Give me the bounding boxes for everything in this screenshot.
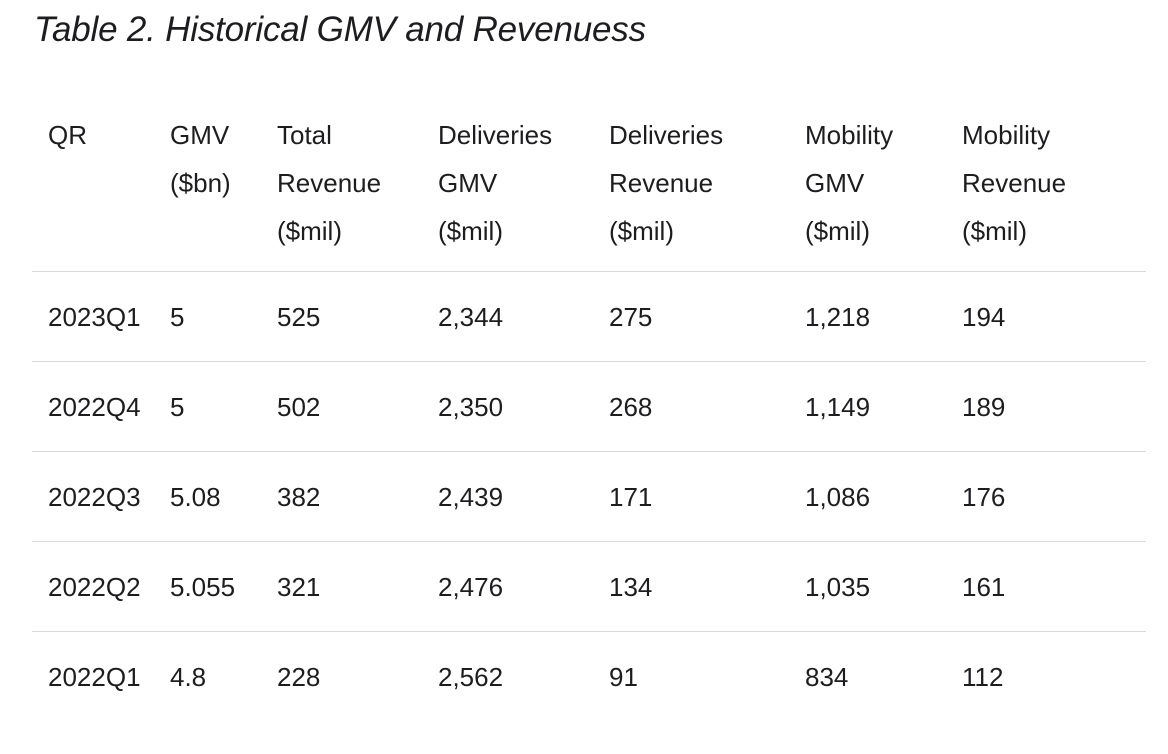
cell-qr: 2023Q1 bbox=[32, 271, 170, 362]
cell-total-revenue: 502 bbox=[277, 361, 438, 452]
cell-total-revenue: 382 bbox=[277, 451, 438, 542]
cell-mobility-gmv: 1,086 bbox=[805, 451, 962, 542]
header-line: ($mil) bbox=[609, 216, 674, 246]
header-line: Deliveries bbox=[438, 120, 553, 150]
header-deliveries-revenue: Deliveries Revenue ($mil) bbox=[609, 111, 805, 272]
header-line: GMV bbox=[438, 168, 498, 198]
header-line: Revenue bbox=[962, 168, 1067, 198]
cell-deliveries-revenue: 171 bbox=[609, 451, 805, 542]
cell-qr: 2022Q3 bbox=[32, 451, 170, 542]
header-line: Mobility bbox=[962, 120, 1051, 150]
table-row: 2022Q1 4.8 228 2,562 91 834 112 bbox=[32, 632, 1146, 722]
cell-mobility-gmv: 1,149 bbox=[805, 361, 962, 452]
header-line: Revenue bbox=[609, 168, 714, 198]
table-row: 2022Q4 5 502 2,350 268 1,149 189 bbox=[32, 361, 1146, 452]
cell-mobility-revenue: 161 bbox=[962, 541, 1146, 632]
cell-mobility-revenue: 189 bbox=[962, 361, 1146, 452]
table-row: 2023Q1 5 525 2,344 275 1,218 194 bbox=[32, 271, 1146, 362]
header-line: ($mil) bbox=[962, 216, 1027, 246]
header-mobility-gmv: Mobility GMV ($mil) bbox=[805, 111, 962, 272]
cell-deliveries-gmv: 2,562 bbox=[438, 661, 504, 692]
cell-mobility-gmv: 1,035 bbox=[805, 541, 962, 632]
header-qr: QR bbox=[32, 111, 170, 272]
header-line: Revenue bbox=[277, 168, 382, 198]
header-line: Deliveries bbox=[609, 120, 724, 150]
header-line: Total bbox=[277, 120, 332, 150]
header-total-revenue: Total Revenue ($mil) bbox=[277, 111, 438, 272]
cell-mobility-gmv: 834 bbox=[805, 661, 849, 692]
header-gmv: GMV ($bn) bbox=[170, 111, 277, 272]
cell-total-revenue: 525 bbox=[277, 271, 438, 362]
cell-deliveries-gmv: 2,344 bbox=[438, 271, 609, 362]
table-title: Table 2. Historical GMV and Revenuess bbox=[34, 10, 646, 49]
cell-mobility-revenue: 176 bbox=[962, 451, 1146, 542]
cell-deliveries-revenue: 91 bbox=[609, 661, 638, 692]
cell-total-revenue: 228 bbox=[277, 661, 321, 692]
cell-gmv: 5.055 bbox=[170, 541, 277, 632]
historical-gmv-revenue-table: QR GMV ($bn) Total Revenue ($mil) Delive… bbox=[32, 111, 1146, 721]
cell-qr: 2022Q4 bbox=[32, 361, 170, 452]
cell-gmv: 5 bbox=[170, 271, 277, 362]
cell-mobility-revenue: 194 bbox=[962, 271, 1146, 362]
header-line: QR bbox=[48, 120, 87, 150]
header-line: ($mil) bbox=[277, 216, 342, 246]
cell-qr: 2022Q1 bbox=[48, 661, 141, 692]
cell-deliveries-gmv: 2,476 bbox=[438, 541, 609, 632]
table-row: 2022Q3 5.08 382 2,439 171 1,086 176 bbox=[32, 451, 1146, 542]
cell-deliveries-revenue: 268 bbox=[609, 361, 805, 452]
cell-deliveries-revenue: 275 bbox=[609, 271, 805, 362]
cell-deliveries-gmv: 2,350 bbox=[438, 361, 609, 452]
cell-gmv: 4.8 bbox=[170, 661, 207, 692]
cell-total-revenue: 321 bbox=[277, 541, 438, 632]
table-row: 2022Q2 5.055 321 2,476 134 1,035 161 bbox=[32, 541, 1146, 632]
cell-gmv: 5.08 bbox=[170, 451, 277, 542]
header-line: ($mil) bbox=[438, 216, 503, 246]
header-line: GMV bbox=[805, 168, 865, 198]
header-mobility-revenue: Mobility Revenue ($mil) bbox=[962, 111, 1146, 272]
cell-mobility-gmv: 1,218 bbox=[805, 271, 962, 362]
header-row: QR GMV ($bn) Total Revenue ($mil) Delive… bbox=[32, 111, 1146, 272]
header-line: GMV bbox=[170, 120, 230, 150]
header-deliveries-gmv: Deliveries GMV ($mil) bbox=[438, 111, 609, 272]
header-line: ($mil) bbox=[805, 216, 870, 246]
cell-mobility-revenue: 112 bbox=[962, 661, 1004, 692]
cell-deliveries-gmv: 2,439 bbox=[438, 451, 609, 542]
cell-deliveries-revenue: 134 bbox=[609, 541, 805, 632]
header-line: ($bn) bbox=[170, 168, 231, 198]
header-line: Mobility bbox=[805, 120, 894, 150]
cell-gmv: 5 bbox=[170, 361, 277, 452]
cell-qr: 2022Q2 bbox=[32, 541, 170, 632]
